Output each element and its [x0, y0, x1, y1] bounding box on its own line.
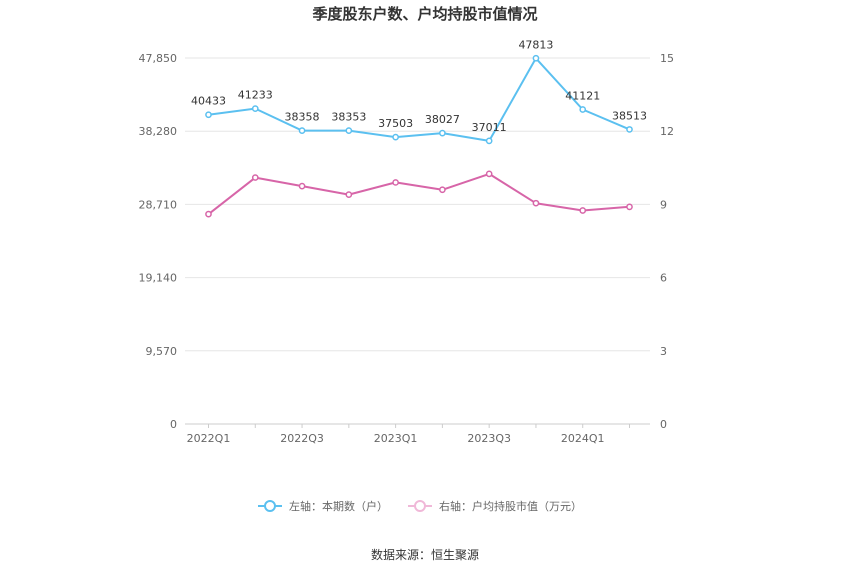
- data-point: [485, 137, 493, 145]
- data-point: [532, 54, 540, 62]
- data-point: [251, 105, 259, 112]
- x-axis: 2022Q1 2022Q3 2023Q1 2023Q3 2024Q1: [185, 423, 650, 445]
- legend-label: 右轴：户均持股市值（万元）: [439, 499, 582, 513]
- series-layer: [205, 54, 633, 218]
- right-tick-label: 15: [660, 52, 674, 65]
- right-tick-label: 9: [660, 198, 667, 211]
- data-label: 38027: [425, 113, 460, 126]
- legend-label: 左轴：本期数（户）: [289, 499, 388, 513]
- data-point: [532, 199, 540, 207]
- left-tick-label: 38,280: [139, 125, 178, 138]
- data-point: [392, 133, 399, 141]
- series-line-1: [207, 172, 630, 215]
- data-label: 41233: [238, 89, 273, 102]
- data-point: [205, 210, 212, 218]
- data-point: [205, 111, 212, 119]
- right-axis-ticks: 0 3 6 9 12 15: [660, 52, 674, 431]
- data-labels: 40433 41233 38358 38353 37503 38027 37011 47813…: [191, 38, 647, 134]
- legend-marker: [264, 500, 276, 512]
- data-point: [579, 207, 587, 214]
- x-tick-label: 2023Q3: [467, 432, 511, 445]
- left-tick-label: 47,850: [139, 52, 178, 65]
- x-tick-label: 2022Q3: [280, 432, 324, 445]
- left-tick-label: 0: [170, 418, 177, 431]
- series-line-0: [208, 57, 630, 142]
- right-tick-label: 6: [660, 272, 667, 285]
- data-point: [345, 127, 353, 134]
- data-label: 38513: [612, 109, 647, 122]
- data-point: [345, 191, 353, 198]
- data-label: 37011: [472, 121, 507, 134]
- right-tick-label: 0: [660, 418, 667, 431]
- data-label: 47813: [518, 38, 553, 51]
- legend[interactable]: 左轴：本期数（户） 右轴：户均持股市值（万元）: [258, 499, 582, 513]
- data-point: [298, 182, 306, 190]
- chart-title: 季度股东户数、户均持股市值情况: [312, 5, 537, 23]
- x-tick-label: 2024Q1: [561, 432, 605, 445]
- data-point: [439, 186, 446, 194]
- grid-lines: [185, 57, 650, 352]
- data-point: [579, 106, 587, 113]
- data-label: 38358: [285, 111, 320, 124]
- data-point: [251, 174, 259, 181]
- data-label: 41121: [565, 89, 600, 102]
- x-tick-label: 2022Q1: [187, 432, 231, 445]
- data-point: [626, 126, 633, 133]
- data-point: [439, 129, 446, 137]
- left-tick-label: 9,570: [146, 345, 178, 358]
- data-point: [392, 179, 399, 186]
- data-label: 40433: [191, 95, 226, 108]
- right-tick-label: 12: [660, 125, 674, 138]
- right-tick-label: 3: [660, 345, 667, 358]
- left-axis-ticks: 0 9,570 19,140 28,710 38,280 47,850: [139, 52, 178, 431]
- data-point: [298, 127, 306, 134]
- data-label: 38353: [331, 111, 366, 124]
- left-tick-label: 28,710: [139, 198, 178, 211]
- data-point: [485, 170, 493, 178]
- x-tick-label: 2023Q1: [374, 432, 418, 445]
- legend-marker: [414, 500, 426, 512]
- left-tick-label: 19,140: [139, 272, 178, 285]
- data-label: 37503: [378, 117, 413, 130]
- source-note: 数据来源：恒生聚源: [371, 547, 479, 562]
- data-point: [626, 203, 633, 211]
